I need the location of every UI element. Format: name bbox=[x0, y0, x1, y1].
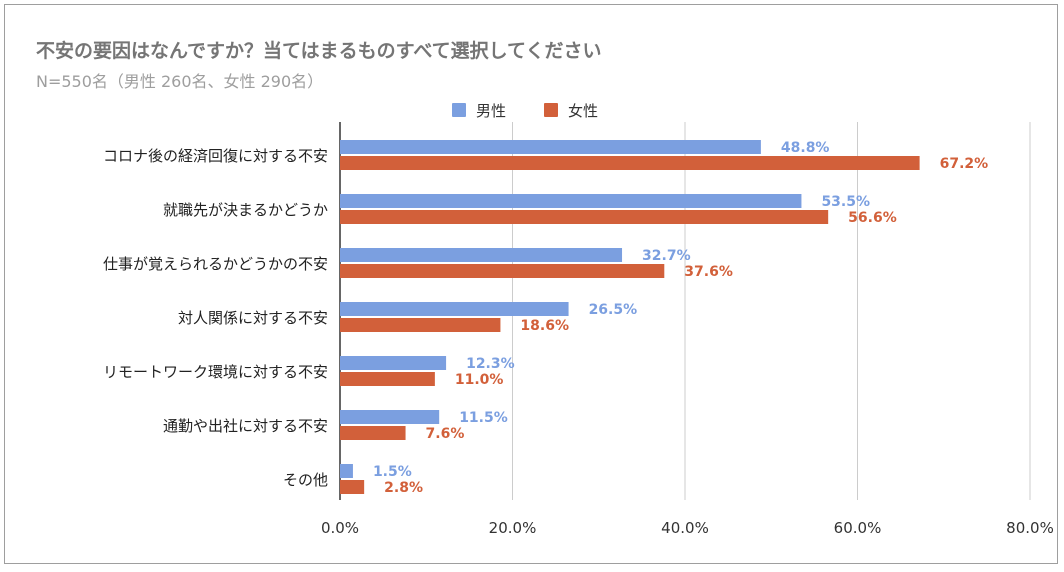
bar-female bbox=[340, 156, 920, 170]
bar-male bbox=[340, 464, 353, 478]
legend-label: 女性 bbox=[568, 102, 598, 120]
data-label: 37.6% bbox=[684, 264, 733, 280]
category-label: その他 bbox=[283, 471, 328, 489]
bar-female bbox=[340, 480, 365, 494]
x-tick-label: 0.0% bbox=[321, 519, 359, 537]
category-label: コロナ後の経済回復に対する不安 bbox=[103, 147, 328, 165]
data-label: 48.8% bbox=[781, 140, 830, 156]
bar-female bbox=[340, 372, 435, 386]
x-tick-label: 40.0% bbox=[661, 519, 709, 537]
category-label: 仕事が覚えられるかどうかの不安 bbox=[103, 255, 328, 273]
data-label: 56.6% bbox=[848, 210, 897, 226]
category-label: 対人関係に対する不安 bbox=[178, 309, 328, 327]
chart-title: 不安の要因はなんですか？当てはまるものすべて選択してください bbox=[36, 40, 602, 62]
bar-male bbox=[340, 140, 761, 154]
data-label: 7.6% bbox=[426, 426, 465, 442]
bar-male bbox=[340, 302, 569, 316]
bar-female bbox=[340, 318, 501, 332]
data-label: 11.5% bbox=[459, 410, 508, 426]
category-label: 通勤や出社に対する不安 bbox=[163, 417, 328, 435]
x-tick-label: 20.0% bbox=[489, 519, 537, 537]
chart-subtitle: N=550名（男性 260名、女性 290名） bbox=[36, 72, 324, 91]
chart-frame: 不安の要因はなんですか？当てはまるものすべて選択してください N=550名（男性… bbox=[4, 4, 1058, 564]
bar-female bbox=[340, 264, 665, 278]
legend: 男性 女性 bbox=[452, 102, 598, 120]
bar-male bbox=[340, 248, 623, 262]
category-label: リモートワーク環境に対する不安 bbox=[103, 363, 328, 381]
bar-female bbox=[340, 426, 406, 440]
legend-swatch bbox=[544, 103, 558, 117]
legend-swatch bbox=[452, 103, 466, 117]
x-tick-label: 80.0% bbox=[1006, 519, 1054, 537]
bar-male bbox=[340, 194, 802, 208]
legend-label: 男性 bbox=[476, 102, 506, 120]
data-label: 67.2% bbox=[940, 156, 989, 172]
data-label: 12.3% bbox=[466, 356, 515, 372]
data-label: 18.6% bbox=[520, 318, 569, 334]
bar-male bbox=[340, 410, 440, 424]
category-label: 就職先が決まるかどうか bbox=[163, 201, 328, 219]
bars bbox=[340, 140, 920, 494]
data-label: 32.7% bbox=[642, 248, 691, 264]
labels: 0.0% 20.0% 40.0% 60.0% 80.0% コロナ後の経済回復に対する不安 4… bbox=[103, 140, 1054, 537]
data-label: 26.5% bbox=[589, 302, 638, 318]
data-label: 53.5% bbox=[821, 194, 870, 210]
bar-female bbox=[340, 210, 829, 224]
data-label: 2.8% bbox=[384, 480, 423, 496]
x-tick-label: 60.0% bbox=[834, 519, 882, 537]
data-label: 1.5% bbox=[373, 464, 412, 480]
bar-male bbox=[340, 356, 447, 370]
data-label: 11.0% bbox=[455, 372, 504, 388]
